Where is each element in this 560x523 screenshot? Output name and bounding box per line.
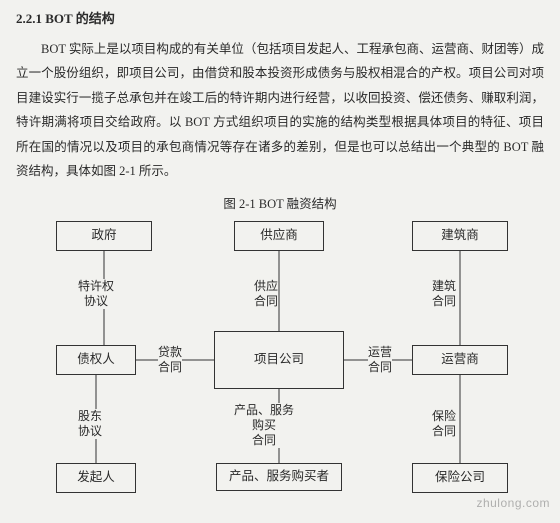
section-heading: 2.2.1 BOT 的结构 [16,8,544,27]
node-government: 政府 [56,221,152,251]
diagram-caption: 图 2-1 BOT 融资结构 [16,193,544,212]
node-supplier: 供应商 [234,221,324,251]
body-paragraph: BOT 实际上是以项目构成的有关单位（包括项目发起人、工程承包商、运营商、财团等… [16,37,544,183]
node-sponsor: 发起人 [56,463,136,493]
edge-concession: 特许权协议 [78,279,114,309]
edge-insurance: 保险合同 [432,409,456,439]
node-creditor: 债权人 [56,345,136,375]
node-operator: 运营商 [412,345,508,375]
node-project-company: 项目公司 [214,331,344,389]
node-insurer: 保险公司 [412,463,508,493]
edge-prodserv: 产品、服务购买合同 [234,403,294,448]
watermark: zhulong.com [476,496,550,510]
edge-loan: 贷款合同 [158,345,182,375]
node-builder: 建筑商 [412,221,508,251]
edge-equity: 股东协议 [78,409,102,439]
edge-operate: 运营合同 [368,345,392,375]
node-buyer: 产品、服务购买者 [216,463,342,491]
edge-build: 建筑合同 [432,279,456,309]
edge-supply: 供应合同 [254,279,278,309]
bot-structure-diagram: 图 2-1 BOT 融资结构 政府 供应商 建筑商 项目公司 债权 [16,193,544,523]
